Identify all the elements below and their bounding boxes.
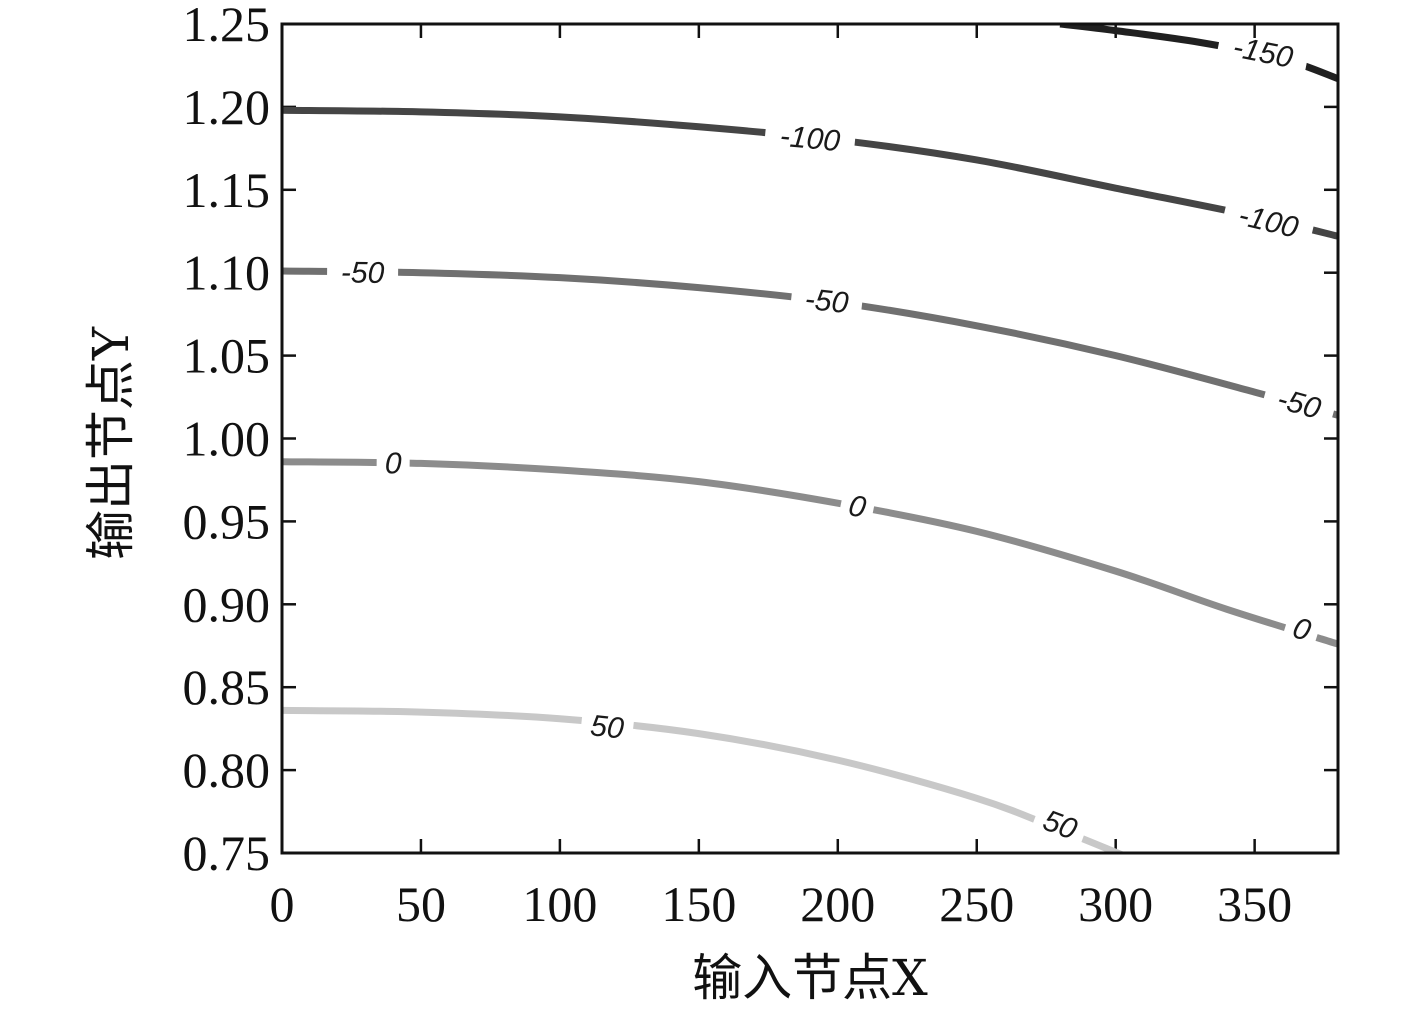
contour-label: -100 — [778, 120, 841, 159]
plot-frame — [280, 22, 1340, 855]
contour-layer: 50 50 0 0 0 -50 -50 -50 -100 -100 -150 — [282, 24, 1338, 853]
contour-label: 50 — [589, 709, 626, 745]
x-tick-label: 0 — [270, 876, 295, 932]
y-tick-label: 1.15 — [183, 162, 271, 218]
y-tick-label: 0.80 — [183, 742, 271, 798]
x-tick-label: 300 — [1078, 876, 1153, 932]
contour-path — [282, 106, 1338, 240]
x-tick-label: 150 — [661, 876, 736, 932]
contour-label: 0 — [1289, 611, 1315, 648]
contour-path — [282, 267, 1338, 419]
contour-line-neg100: -100 -100 — [282, 106, 1338, 245]
x-tick-label: 50 — [396, 876, 446, 932]
contour-path — [282, 706, 1127, 853]
contour-line-neg50: -50 -50 -50 — [282, 256, 1338, 426]
contour-label: -50 — [803, 283, 850, 320]
x-tick-label: 100 — [522, 876, 597, 932]
y-tick-label: 1.10 — [183, 245, 271, 301]
y-tick-label: 1.20 — [183, 79, 271, 135]
contour-path — [1059, 24, 1338, 83]
tick-labels-layer: 0 50 100 150 200 250 300 350 0.75 0.80 0.85 0.90 0.9… — [183, 0, 1293, 932]
x-axis-title: 输入节点X — [692, 949, 928, 1007]
y-tick-label: 0.75 — [183, 825, 271, 881]
contour-label: 50 — [1038, 804, 1081, 847]
y-tick-label: 1.05 — [183, 328, 271, 384]
x-tick-label: 350 — [1217, 876, 1292, 932]
y-tick-label: 0.95 — [183, 493, 271, 549]
contour-label: -50 — [341, 256, 385, 290]
contour-label: -100 — [1235, 199, 1301, 245]
contour-label: 0 — [846, 489, 869, 525]
contour-label: -150 — [1230, 31, 1296, 75]
y-tick-label: 1.00 — [183, 411, 271, 467]
contour-line-neg150: -150 — [1059, 24, 1338, 83]
contour-label: -50 — [1274, 382, 1325, 426]
x-tick-label: 200 — [800, 876, 875, 932]
y-tick-label: 0.85 — [183, 659, 271, 715]
contour-line-50: 50 50 — [282, 706, 1127, 853]
y-tick-label: 0.90 — [183, 576, 271, 632]
contour-label: 0 — [385, 447, 402, 480]
y-axis-title: 输出节点Y — [82, 326, 140, 560]
x-tick-label: 250 — [939, 876, 1014, 932]
contour-line-0: 0 0 0 — [282, 447, 1338, 648]
y-tick-label: 1.25 — [183, 0, 271, 52]
contour-path — [282, 458, 1338, 648]
